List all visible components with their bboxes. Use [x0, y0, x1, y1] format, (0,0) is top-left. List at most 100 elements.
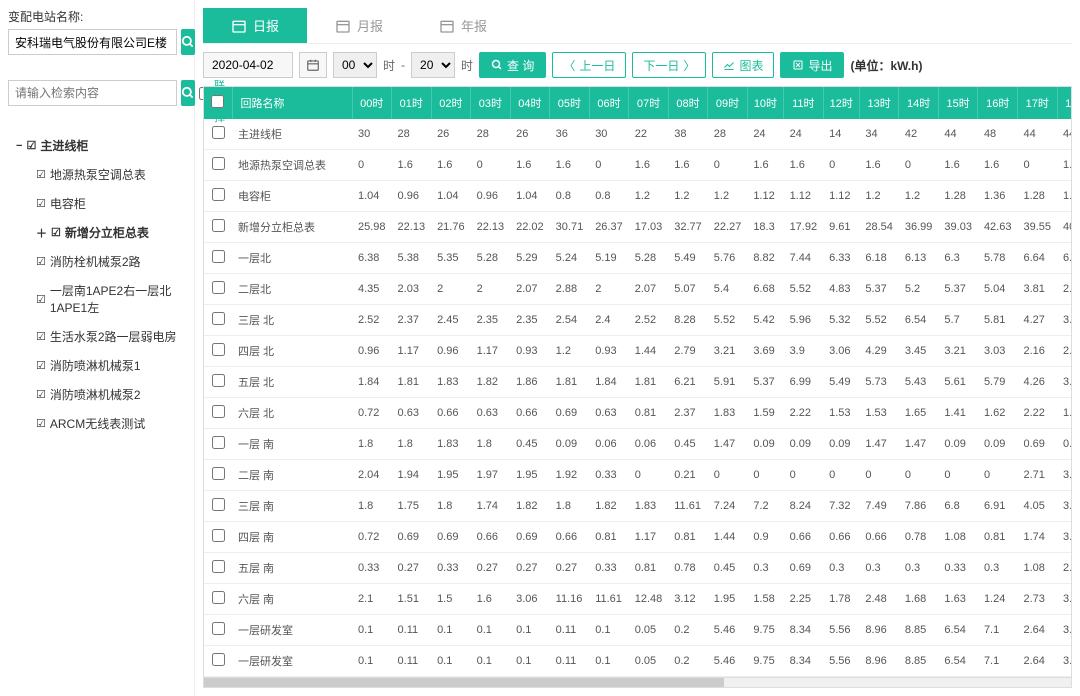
calendar-button[interactable]	[299, 52, 327, 78]
data-cell: 2.1	[1057, 336, 1072, 367]
row-checkbox-cell[interactable]	[204, 212, 232, 243]
scrollbar-thumb[interactable]	[204, 678, 724, 687]
data-cell: 0.1	[471, 646, 511, 677]
data-cell: 1.68	[899, 584, 939, 615]
row-checkbox-cell[interactable]	[204, 274, 232, 305]
chart-button[interactable]: 图表	[712, 52, 774, 78]
row-checkbox-cell[interactable]	[204, 181, 232, 212]
next-day-button[interactable]: 下一日 〉	[632, 52, 706, 78]
data-cell: 6.54	[899, 305, 939, 336]
tree-item[interactable]: ☑生活水泵2路一层弱电房	[8, 322, 186, 351]
tab-label: 日报	[253, 16, 279, 35]
export-button[interactable]: 导出	[780, 52, 844, 78]
data-cell: 1.12	[784, 181, 824, 212]
row-checkbox-cell[interactable]	[204, 150, 232, 181]
data-cell: 0.11	[392, 615, 432, 646]
tab-年报[interactable]: 年报	[411, 8, 515, 43]
chart-icon	[723, 59, 735, 71]
row-checkbox-cell[interactable]	[204, 119, 232, 150]
search-input[interactable]	[8, 80, 177, 106]
horizontal-scrollbar[interactable]	[203, 678, 1072, 688]
data-cell: 5.78	[978, 243, 1018, 274]
data-cell: 0.33	[938, 553, 978, 584]
select-all-header[interactable]	[204, 87, 232, 119]
data-cell: 32.77	[668, 212, 708, 243]
row-checkbox-cell[interactable]	[204, 398, 232, 429]
hour-header: 15时	[938, 87, 978, 119]
row-checkbox-cell[interactable]	[204, 305, 232, 336]
station-search-button[interactable]	[181, 29, 195, 55]
data-cell: 1.47	[899, 429, 939, 460]
data-cell: 8.34	[784, 615, 824, 646]
data-cell: 0.1	[589, 646, 629, 677]
row-checkbox-cell[interactable]	[204, 429, 232, 460]
hour-label-1: 时	[383, 57, 395, 74]
data-cell: 5.42	[747, 305, 783, 336]
data-cell: 1.53	[823, 398, 859, 429]
row-checkbox-cell[interactable]	[204, 646, 232, 677]
hour-to-select[interactable]: 20	[411, 52, 455, 78]
tree-item[interactable]: ☑消防栓机械泵2路	[8, 247, 186, 276]
data-cell: 24	[747, 119, 783, 150]
data-cell: 1.2	[668, 181, 708, 212]
data-cell: 1.83	[431, 367, 471, 398]
data-cell: 5.38	[392, 243, 432, 274]
data-cell: 0	[747, 460, 783, 491]
tab-月报[interactable]: 月报	[307, 8, 411, 43]
data-cell: 2.91	[1057, 274, 1072, 305]
row-checkbox-cell[interactable]	[204, 460, 232, 491]
data-cell: 0.69	[431, 522, 471, 553]
data-cell: 0.1	[352, 615, 392, 646]
data-cell: 5.79	[978, 367, 1018, 398]
row-checkbox-cell[interactable]	[204, 584, 232, 615]
data-cell: 1.28	[938, 181, 978, 212]
data-cell: 0.45	[668, 429, 708, 460]
tab-label: 年报	[461, 16, 487, 35]
data-cell: 3.99	[1057, 584, 1072, 615]
data-cell: 0.1	[471, 615, 511, 646]
content-search-button[interactable]	[181, 80, 195, 106]
data-cell: 1.59	[747, 398, 783, 429]
query-button[interactable]: 查 询	[479, 52, 546, 78]
data-cell: 1.47	[859, 429, 899, 460]
data-cell: 0.78	[899, 522, 939, 553]
tree-item[interactable]: ☑ARCM无线表测试	[8, 409, 186, 438]
row-checkbox-cell[interactable]	[204, 522, 232, 553]
tree-item[interactable]: ☑地源热泵空调总表	[8, 160, 186, 189]
tree-item[interactable]: ☑消防喷淋机械泵2	[8, 380, 186, 409]
data-cell: 0.81	[629, 398, 669, 429]
data-cell: 8.96	[859, 646, 899, 677]
data-cell: 0	[899, 460, 939, 491]
tree-item[interactable]: −☑主进线柜	[8, 131, 186, 160]
row-checkbox-cell[interactable]	[204, 615, 232, 646]
tree-item-label: 消防喷淋机械泵1	[50, 357, 141, 374]
row-checkbox-cell[interactable]	[204, 553, 232, 584]
data-cell: 3.9	[784, 336, 824, 367]
station-input[interactable]	[8, 29, 177, 55]
row-checkbox-cell[interactable]	[204, 367, 232, 398]
hour-from-select[interactable]: 00	[333, 52, 377, 78]
row-checkbox-cell[interactable]	[204, 243, 232, 274]
data-cell: 1.94	[392, 460, 432, 491]
data-cell: 0.66	[859, 522, 899, 553]
data-cell: 5.49	[823, 367, 859, 398]
data-cell: 6.21	[668, 367, 708, 398]
table-row: 六层 北0.720.630.660.630.660.690.630.812.37…	[204, 398, 1072, 429]
data-cell: 6.18	[859, 243, 899, 274]
prev-day-button[interactable]: 〈 上一日	[552, 52, 626, 78]
data-cell: 22.27	[708, 212, 748, 243]
tree-item[interactable]: ☑电容柜	[8, 189, 186, 218]
row-checkbox-cell[interactable]	[204, 491, 232, 522]
tree-item-label: ARCM无线表测试	[50, 415, 145, 432]
date-input[interactable]	[203, 52, 293, 78]
row-checkbox-cell[interactable]	[204, 336, 232, 367]
table-row: 二层北4.352.03222.072.8822.075.075.46.685.5…	[204, 274, 1072, 305]
tree-item[interactable]: ☑一层南1APE2右一层北1APE1左	[8, 276, 186, 322]
data-cell: 5.29	[510, 243, 550, 274]
tree-item[interactable]: ＋☑新增分立柜总表	[8, 218, 186, 247]
data-cell: 2.45	[431, 305, 471, 336]
hour-header: 09时	[708, 87, 748, 119]
tab-日报[interactable]: 日报	[203, 8, 307, 43]
tree-item[interactable]: ☑消防喷淋机械泵1	[8, 351, 186, 380]
data-cell: 0.33	[589, 553, 629, 584]
